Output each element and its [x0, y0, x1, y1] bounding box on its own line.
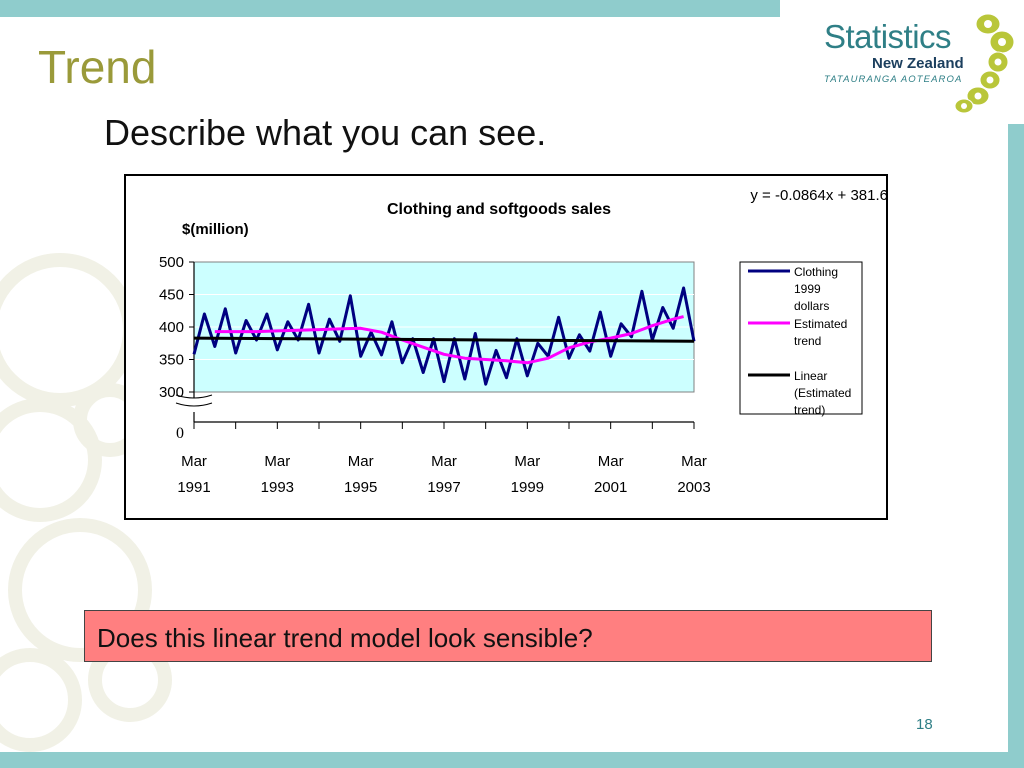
x-tick-label-year: 2001: [594, 479, 627, 496]
y-tick-label: 350: [159, 352, 184, 369]
chart-equation: y = -0.0864x + 381.6: [750, 187, 886, 204]
y-tick-label: 300: [159, 384, 184, 401]
legend-label: Estimated: [794, 317, 847, 331]
legend-label: dollars: [794, 299, 829, 313]
x-tick-label-month: Mar: [431, 453, 457, 470]
axes: 500 450 400 350 300 0: [159, 254, 695, 442]
x-tick-label-year: 1993: [261, 479, 294, 496]
slide-title: Trend: [38, 41, 157, 93]
y-axis-label: $(million): [182, 221, 249, 238]
sales-line-chart: Clothing and softgoods sales y = -0.0864…: [159, 187, 886, 496]
frame-top-band: [0, 0, 780, 17]
logo-main-text: Statistics: [824, 18, 952, 55]
series-lines: [192, 286, 696, 386]
legend-label: 1999: [794, 282, 821, 296]
y-tick-label: 450: [159, 287, 184, 304]
x-tick-labels: Mar 1991 Mar 1993 Mar 1995 Mar 1997 Mar 1999 Mar 20…: [177, 453, 710, 496]
axis-break-mark-1: [175, 394, 213, 399]
x-tick-label-month: Mar: [264, 453, 290, 470]
legend-label: (Estimated: [794, 386, 851, 400]
x-tick-label-year: 1995: [344, 479, 377, 496]
slide-subtitle: Describe what you can see.: [104, 112, 547, 153]
series-line-3: [193, 336, 695, 343]
chart-container: Clothing and softgoods sales y = -0.0864…: [124, 174, 888, 520]
logo-maori-text: TATAURANGA AOTEAROA: [824, 74, 963, 85]
x-tick-label-month: Mar: [598, 453, 624, 470]
logo-pebbles-icon: [954, 13, 1015, 114]
legend-label: Linear: [794, 369, 827, 383]
x-tick-label-month: Mar: [681, 453, 707, 470]
legend-box: [739, 261, 863, 415]
legend-label: trend): [794, 403, 825, 417]
x-tick-label-year: 1999: [511, 479, 544, 496]
x-tick-label-year: 1991: [177, 479, 210, 496]
series-line-2: [214, 315, 684, 365]
page-number: 18: [916, 716, 933, 733]
legend-label: Clothing: [794, 265, 838, 279]
x-tick-label-month: Mar: [181, 453, 207, 470]
chart-legend: Clothing 1999 dollars Estimated trend Linear (…: [739, 261, 863, 417]
frame-bottom-band: [0, 752, 1024, 768]
legend-label: trend: [794, 334, 821, 348]
x-tick-label-year: 2003: [677, 479, 710, 496]
question-box: Does this linear trend model look sensib…: [84, 610, 932, 662]
y-tick-label-zero: 0: [176, 425, 184, 442]
plot-area: [193, 261, 695, 393]
frame-right-band: [1008, 124, 1024, 768]
y-tick-label: 500: [159, 254, 184, 271]
y-tick-label: 400: [159, 319, 184, 336]
x-tick-label-month: Mar: [348, 453, 374, 470]
x-tick-label-month: Mar: [514, 453, 540, 470]
series-line-1: [192, 286, 696, 386]
x-tick-label-year: 1997: [427, 479, 460, 496]
stats-nz-logo: Statistics New Zealand TATAURANGA AOTEAR…: [816, 12, 1016, 114]
axis-break-mark-2: [175, 402, 213, 407]
logo-sub-text: New Zealand: [872, 55, 964, 72]
chart-title: Clothing and softgoods sales: [387, 201, 611, 218]
